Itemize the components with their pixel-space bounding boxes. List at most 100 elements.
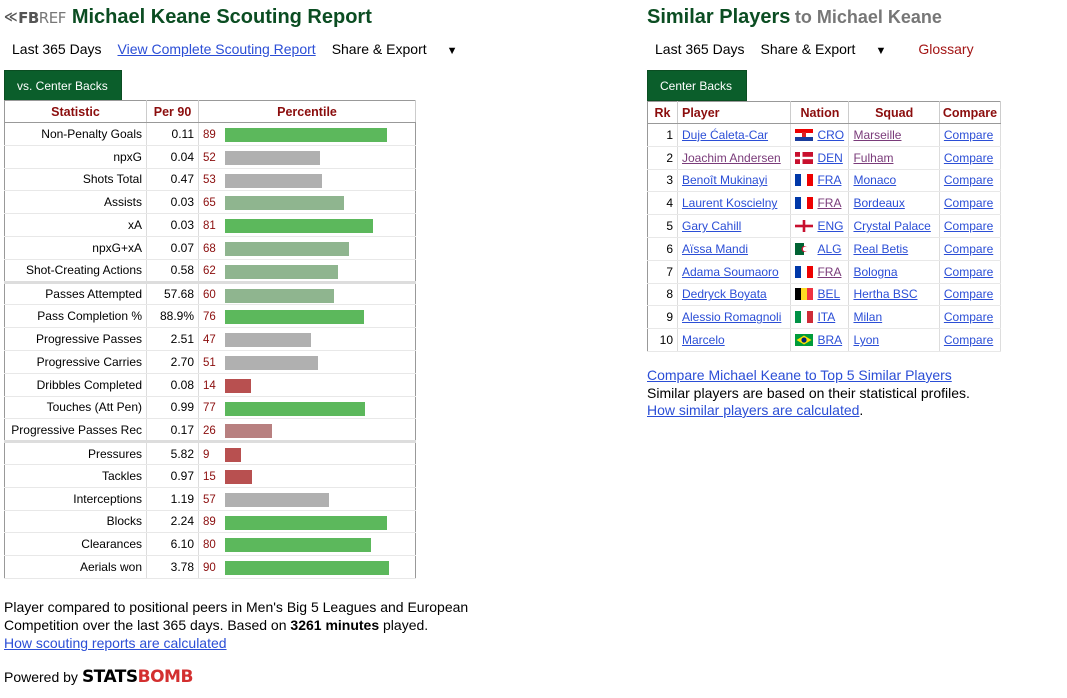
player-link[interactable]: Aïssa Mandi (682, 241, 749, 256)
player-link[interactable]: Dedryck Boyata (682, 287, 767, 302)
percentile-bar (225, 150, 320, 165)
tab-vs-center-backs[interactable]: vs. Center Backs (4, 70, 122, 101)
header-statistic[interactable]: Statistic (4, 100, 147, 123)
stat-name: Aerials won (4, 555, 147, 579)
nation-link[interactable]: CRO (817, 127, 845, 142)
powered-by: Powered by STATSBOMB (4, 668, 484, 686)
view-complete-report-link[interactable]: View Complete Scouting Report (117, 41, 316, 57)
header-per90[interactable]: Per 90 (146, 100, 199, 123)
stat-name: Non-Penalty Goals (4, 122, 147, 146)
percentile-cell: 14 (198, 373, 416, 397)
compare-link[interactable]: Compare (943, 127, 994, 142)
percentile-value: 77 (203, 402, 216, 415)
header-rk[interactable]: Rk (647, 101, 678, 124)
nation-link[interactable]: FRA (817, 196, 842, 211)
header-player[interactable]: Player (677, 101, 792, 124)
squad-link[interactable]: Bologna (853, 264, 898, 279)
ita-flag-icon (795, 311, 814, 324)
percentile-bar (225, 401, 365, 416)
share-export-menu[interactable]: Share & Export ▼ (332, 41, 474, 57)
scouting-row: Passes Attempted 57.68 60 (4, 280, 416, 306)
per90-value: 1.19 (146, 487, 199, 511)
scouting-row: Dribbles Completed 0.08 14 (4, 373, 416, 397)
squad-link[interactable]: Crystal Palace (853, 219, 931, 234)
percentile-value: 14 (203, 379, 216, 392)
similar-share-export-menu[interactable]: Share & Export ▼ (761, 41, 903, 57)
player-link[interactable]: Duje Ćaleta-Car (682, 127, 769, 142)
squad-link[interactable]: Monaco (853, 173, 897, 188)
squad-link[interactable]: Bordeaux (853, 196, 905, 211)
compare-link[interactable]: Compare (943, 196, 994, 211)
scouting-row: Blocks 2.24 89 (4, 510, 416, 534)
nation-link[interactable]: ITA (817, 310, 836, 325)
nation-cell: ENG (790, 214, 850, 238)
compare-link[interactable]: Compare (943, 333, 994, 348)
rank: 9 (647, 305, 678, 330)
similar-row: 9 Alessio Romagnoli ITA Milan Compare (647, 305, 1002, 330)
tab-label: vs. Center Backs (17, 78, 108, 93)
squad-link[interactable]: Marseille (853, 127, 902, 142)
player-link[interactable]: Gary Cahill (682, 219, 742, 234)
compare-cell: Compare (939, 214, 1002, 238)
how-similar-calculated-link[interactable]: How similar players are calculated (647, 402, 860, 418)
statsbomb-logo[interactable]: STATSBOMB (81, 667, 194, 687)
player-link[interactable]: Laurent Koscielny (682, 196, 778, 211)
stat-name: Progressive Carries (4, 350, 147, 374)
compare-link[interactable]: Compare (943, 264, 994, 279)
compare-link[interactable]: Compare (943, 287, 994, 302)
per90-value: 57.68 (146, 280, 199, 306)
compare-link[interactable]: Compare (943, 150, 994, 165)
percentile-value: 80 (203, 539, 216, 552)
similar-heading: Similar Players (647, 6, 791, 28)
compare-link[interactable]: Compare (943, 241, 994, 256)
similar-footer: Compare Michael Keane to Top 5 Similar P… (647, 367, 1047, 420)
player-link[interactable]: Benoît Mukinayi (682, 173, 768, 188)
player-link[interactable]: Marcelo (682, 333, 725, 348)
per90-value: 6.10 (146, 532, 199, 557)
nation-link[interactable]: FRA (817, 264, 842, 279)
compare-top5-link[interactable]: Compare Michael Keane to Top 5 Similar P… (647, 367, 952, 383)
squad-link[interactable]: Fulham (853, 150, 894, 165)
percentile-value: 81 (203, 220, 216, 233)
cro-flag-icon (795, 128, 814, 141)
how-scouting-calculated-link[interactable]: How scouting reports are calculated (4, 635, 227, 651)
compare-link[interactable]: Compare (943, 173, 994, 188)
stat-name: Progressive Passes Rec (4, 418, 147, 443)
nation-link[interactable]: ENG (817, 219, 844, 234)
squad-link[interactable]: Milan (853, 310, 883, 325)
glossary-link[interactable]: Glossary (918, 41, 974, 57)
rank: 6 (647, 237, 678, 261)
nation-link[interactable]: FRA (817, 173, 842, 188)
scouting-footer: Player compared to positional peers in M… (4, 598, 484, 686)
tab-center-backs[interactable]: Center Backs (647, 70, 747, 101)
player-link[interactable]: Alessio Romagnoli (682, 310, 782, 325)
player-link[interactable]: Adama Soumaoro (682, 264, 779, 279)
percentile-bar (225, 310, 364, 325)
compare-link[interactable]: Compare (943, 310, 994, 325)
nation-link[interactable]: BEL (817, 287, 841, 302)
fbref-logo[interactable]: ≪ FB REF (4, 9, 66, 27)
per90-value: 0.03 (146, 213, 199, 237)
player-link[interactable]: Joachim Andersen (682, 150, 781, 165)
header-nation[interactable]: Nation (790, 101, 850, 124)
squad-link[interactable]: Hertha BSC (853, 287, 918, 302)
scouting-table: Statistic Per 90 Percentile Non-Penalty … (4, 100, 416, 579)
rank: 8 (647, 283, 678, 307)
note-line2-post: played. (379, 617, 429, 633)
per90-value: 0.97 (146, 464, 199, 488)
similar-row: 7 Adama Soumaoro FRA Bologna Compare (647, 260, 1002, 284)
player-cell: Laurent Koscielny (677, 191, 792, 216)
compare-link[interactable]: Compare (943, 219, 994, 234)
squad-link[interactable]: Lyon (853, 333, 880, 348)
nation-link[interactable]: DEN (817, 150, 843, 165)
stat-name: npxG (4, 145, 147, 169)
statsbomb-stats: STATS (81, 667, 138, 687)
header-compare[interactable]: Compare (939, 101, 1002, 124)
squad-link[interactable]: Real Betis (853, 241, 909, 256)
header-percentile[interactable]: Percentile (198, 100, 416, 123)
nation-link[interactable]: BRA (817, 333, 843, 348)
header-squad[interactable]: Squad (848, 101, 940, 124)
percentile-value: 57 (203, 493, 216, 506)
scouting-row: Interceptions 1.19 57 (4, 487, 416, 511)
nation-link[interactable]: ALG (817, 241, 842, 256)
